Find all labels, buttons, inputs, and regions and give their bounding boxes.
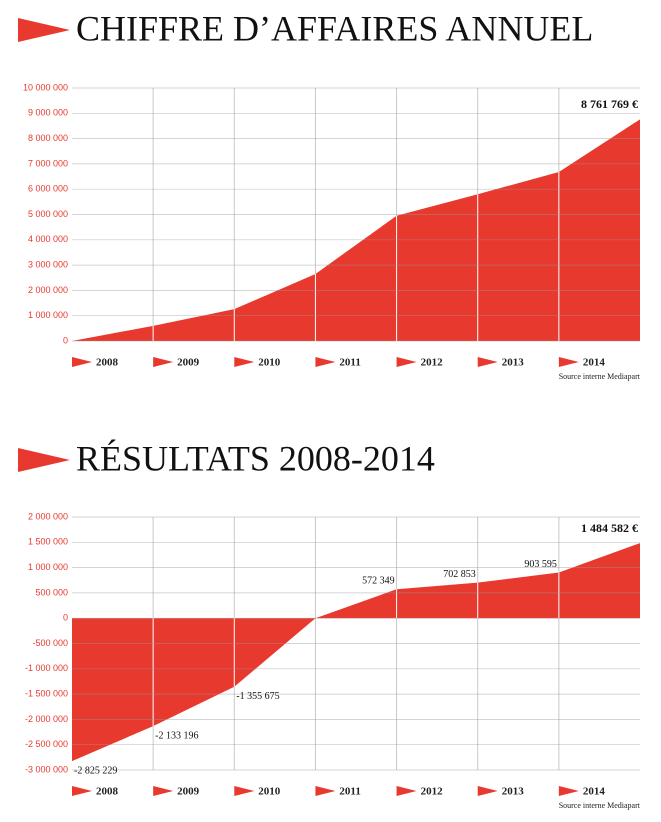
y-tick-label: 2 000 000 <box>28 285 68 295</box>
x-tick-label: 2011 <box>339 786 360 798</box>
value-label: -2 133 196 <box>155 730 198 741</box>
cat-arrow <box>315 786 336 796</box>
y-tick-label: -2 500 000 <box>25 739 68 749</box>
x-tick-label: 2013 <box>502 357 525 369</box>
y-tick-label: 6 000 000 <box>28 184 68 194</box>
y-tick-label: -1 500 000 <box>25 688 68 698</box>
x-tick-label: 2010 <box>258 786 281 798</box>
y-tick-label: -2 000 000 <box>25 714 68 724</box>
y-tick-label: 500 000 <box>35 587 68 597</box>
chart-title: CHIFFRE D’AFFAIRES ANNUEL <box>76 8 593 48</box>
y-tick-label: 10 000 000 <box>23 82 68 92</box>
value-label: -1 355 675 <box>236 691 279 702</box>
cat-arrow <box>234 786 255 796</box>
y-tick-label: 9 000 000 <box>28 108 68 118</box>
cat-arrow <box>153 357 174 367</box>
y-tick-label: 2 000 000 <box>28 511 68 521</box>
source: Source interne Mediapart <box>559 372 641 381</box>
y-tick-label: 1 000 000 <box>28 562 68 572</box>
title-arrow <box>18 448 70 472</box>
x-tick-label: 2012 <box>421 357 444 369</box>
cat-arrow <box>477 786 498 796</box>
y-tick-label: 3 000 000 <box>28 259 68 269</box>
x-tick-label: 2009 <box>177 786 200 798</box>
y-tick-label: 4 000 000 <box>28 234 68 244</box>
y-tick-label: 8 000 000 <box>28 133 68 143</box>
cat-arrow <box>72 786 92 796</box>
x-tick-label: 2008 <box>96 357 119 369</box>
y-tick-label: -500 000 <box>32 638 68 648</box>
area <box>72 543 640 762</box>
value-label: 702 853 <box>443 569 476 580</box>
cat-arrow <box>558 357 579 367</box>
x-tick-label: 2009 <box>177 357 200 369</box>
cat-arrow <box>72 357 92 367</box>
x-tick-label: 2013 <box>502 786 525 798</box>
y-tick-label: 7 000 000 <box>28 158 68 168</box>
x-tick-label: 2014 <box>583 786 606 798</box>
value-label: -2 825 229 <box>74 765 117 776</box>
cat-arrow <box>153 786 174 796</box>
cat-arrow <box>558 786 579 796</box>
x-tick-label: 2008 <box>96 786 119 798</box>
cat-arrow <box>396 786 417 796</box>
y-tick-label: 1 000 000 <box>28 310 68 320</box>
value-label: 8 761 769 € <box>581 97 638 111</box>
area <box>72 119 640 342</box>
cat-arrow <box>315 357 336 367</box>
value-label: 1 484 582 € <box>581 521 638 535</box>
x-tick-label: 2010 <box>258 357 281 369</box>
x-tick-label: 2014 <box>583 357 606 369</box>
cat-arrow <box>234 357 255 367</box>
y-tick-label: -3 000 000 <box>25 764 68 774</box>
source: Source interne Mediapart <box>559 801 641 810</box>
cat-arrow <box>396 357 417 367</box>
title-arrow <box>18 18 70 42</box>
y-tick-label: 1 500 000 <box>28 537 68 547</box>
value-label: 903 595 <box>524 559 557 570</box>
y-tick-label: 0 <box>63 613 68 623</box>
x-tick-label: 2012 <box>421 786 444 798</box>
cat-arrow <box>477 357 498 367</box>
value-label: 572 349 <box>362 576 395 587</box>
y-tick-label: 0 <box>63 335 68 345</box>
chart-title: RÉSULTATS 2008-2014 <box>76 438 435 478</box>
x-tick-label: 2011 <box>339 357 360 369</box>
y-tick-label: -1 000 000 <box>25 663 68 673</box>
y-tick-label: 5 000 000 <box>28 209 68 219</box>
